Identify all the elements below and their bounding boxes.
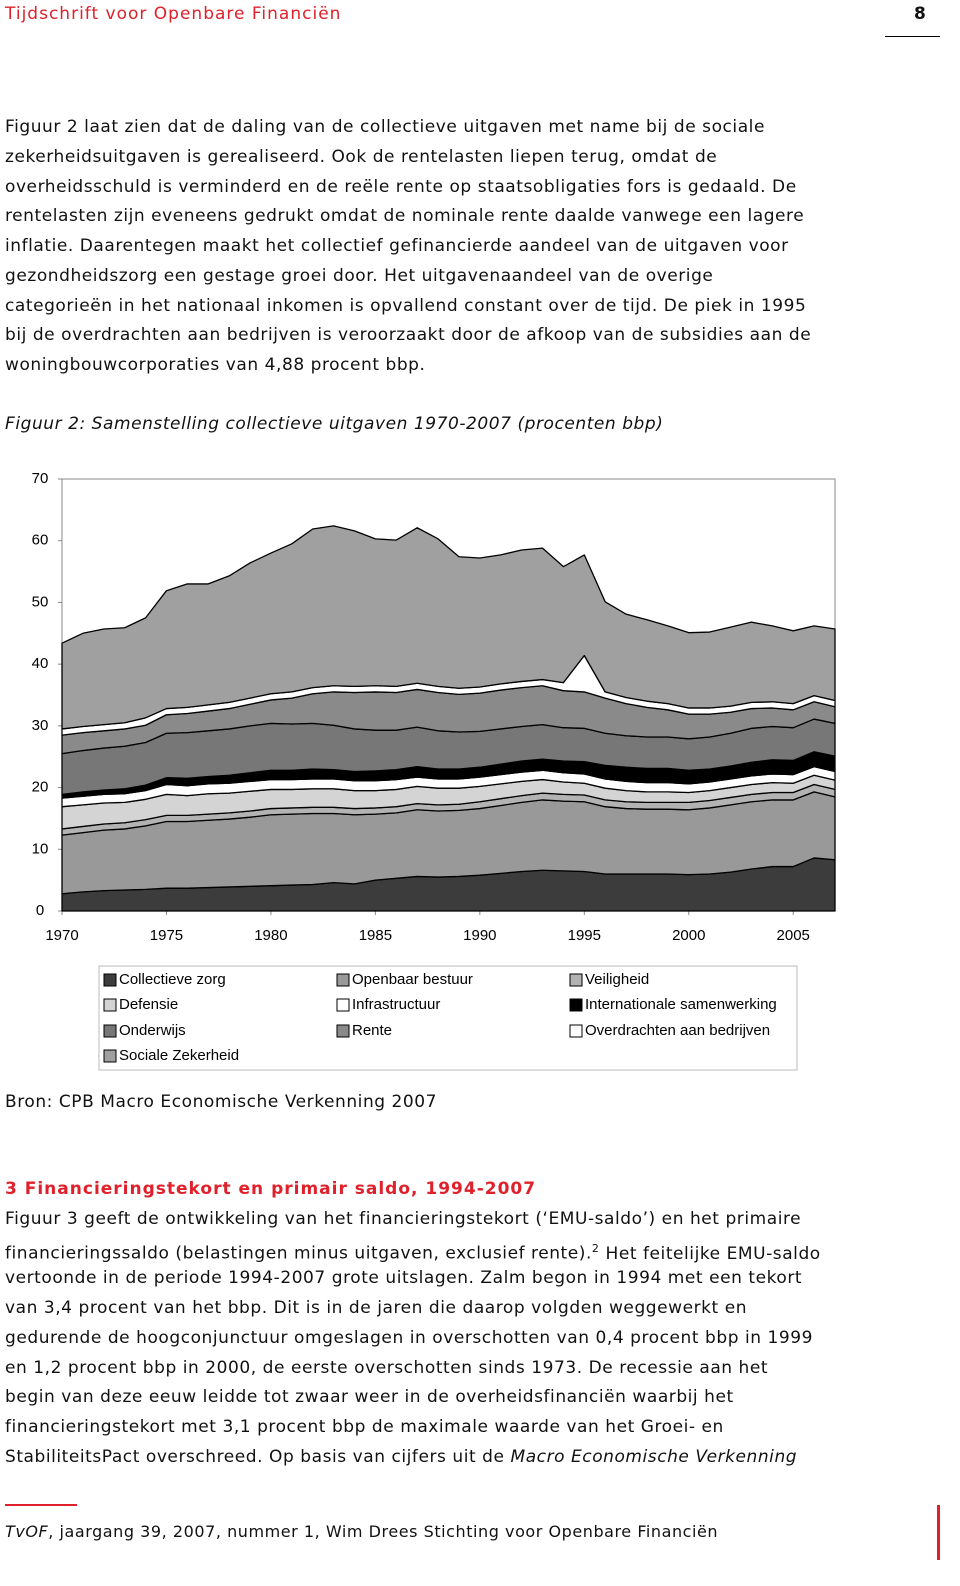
y-tick-label: 30 xyxy=(32,717,49,734)
legend-label: Overdrachten aan bedrijven xyxy=(585,1022,770,1039)
x-tick-label: 1995 xyxy=(568,927,601,944)
y-tick-label: 20 xyxy=(32,779,49,796)
text-line: Figuur 3 geeft de ontwikkeling van het f… xyxy=(5,1209,802,1229)
y-tick-label: 60 xyxy=(32,532,49,549)
x-tick-label: 1970 xyxy=(45,927,78,944)
y-tick-label: 50 xyxy=(32,593,49,610)
x-tick-label: 2005 xyxy=(777,927,810,944)
text-line: vertoonde in de periode 1994-2007 grote … xyxy=(5,1268,803,1288)
x-tick-label: 2000 xyxy=(672,927,705,944)
figure-source: Bron: CPB Macro Economische Verkenning 2… xyxy=(5,1092,438,1112)
text-line: inflatie. Daarentegen maakt het collecti… xyxy=(5,236,789,256)
text: Macro Economische Verkenning xyxy=(510,1447,798,1467)
footer-bar xyxy=(937,1505,940,1560)
text: financieringssaldo (belastingen minus ui… xyxy=(5,1243,592,1264)
legend-swatch xyxy=(103,973,117,987)
text-line: gedurende de hoogconjunctuur omgeslagen … xyxy=(5,1328,814,1348)
x-tick-label: 1980 xyxy=(254,927,287,944)
text-line: Figuur 2 laat zien dat de daling van de … xyxy=(5,117,765,137)
legend-swatch xyxy=(569,1024,583,1038)
text-line: overheidsschuld is verminderd en de reël… xyxy=(5,177,797,197)
y-tick-label: 0 xyxy=(36,902,44,919)
y-tick-label: 10 xyxy=(32,840,49,857)
figure-caption: Figuur 2: Samenstelling collectieve uitg… xyxy=(5,414,664,434)
text-line: van 3,4 procent van het bbp. Dit is in d… xyxy=(5,1298,748,1318)
legend-label: Veiligheid xyxy=(585,971,649,988)
legend-swatch xyxy=(569,973,583,987)
header-rule xyxy=(885,36,940,37)
chart: 0 10 20 30 40 50 60 70 1970 1975 1980 1985 1990 1995 2… xyxy=(32,470,836,1071)
legend-box xyxy=(98,965,798,1071)
text-line: rentelasten zijn eveneens gedrukt omdat … xyxy=(5,206,805,226)
text-line: StabiliteitsPact overschreed. Op basis v… xyxy=(5,1445,797,1469)
text-line: categorieën in het nationaal inkomen is … xyxy=(5,296,807,316)
legend-swatch xyxy=(336,1024,350,1038)
legend-swatch xyxy=(103,998,117,1012)
legend-label: Infrastructuur xyxy=(352,996,440,1013)
legend-label: Internationale samenwerking xyxy=(585,996,777,1013)
footer: TvOF, jaargang 39, 2007, nummer 1, Wim D… xyxy=(5,1520,718,1544)
legend-label: Onderwijs xyxy=(119,1022,186,1039)
area xyxy=(61,525,836,730)
text-line: woningbouwcorporaties van 4,88 procent b… xyxy=(5,355,426,375)
x-tick-label: 1975 xyxy=(150,927,183,944)
legend-swatch xyxy=(336,998,350,1012)
text: StabiliteitsPact overschreed. Op basis v… xyxy=(5,1447,505,1467)
text-line: gezondheidszorg een gestage groei door. … xyxy=(5,266,714,286)
text-line: zekerheidsuitgaven is gerealiseerd. Ook … xyxy=(5,147,718,167)
footnote-ref: 2 xyxy=(591,1242,600,1255)
legend-label: Openbaar bestuur xyxy=(352,971,473,988)
legend-label: Rente xyxy=(352,1022,392,1039)
legend-swatch xyxy=(103,1049,117,1063)
header-title: Tijdschrift voor Openbare Financiën xyxy=(5,4,342,24)
x-tick-label: 1990 xyxy=(463,927,496,944)
text: TvOF xyxy=(5,1522,49,1541)
x-tick-label: 1985 xyxy=(359,927,392,944)
text: Het feitelijke EMU-saldo xyxy=(605,1243,821,1264)
section-heading: 3 Financieringstekort en primair saldo, … xyxy=(5,1179,537,1199)
legend-swatch xyxy=(569,998,583,1012)
legend-swatch xyxy=(103,1024,117,1038)
text-line: financieringstekort met 3,1 procent bbp … xyxy=(5,1417,724,1437)
y-tick-label: 70 xyxy=(32,470,49,487)
text: , jaargang 39, 2007, nummer 1, Wim Drees… xyxy=(48,1522,719,1541)
text-line: begin van deze eeuw leidde tot zwaar wee… xyxy=(5,1387,734,1407)
text-line: bij de overdrachten aan bedrijven is ver… xyxy=(5,325,812,345)
legend-swatch xyxy=(336,973,350,987)
legend-label: Defensie xyxy=(119,996,178,1013)
footer-rule xyxy=(5,1504,77,1506)
legend-label: Collectieve zorg xyxy=(119,971,226,988)
legend-label: Sociale Zekerheid xyxy=(119,1047,239,1064)
text-line: en 1,2 procent bbp in 2000, de eerste ov… xyxy=(5,1358,769,1378)
page-number: 8 xyxy=(914,4,927,24)
y-tick-label: 40 xyxy=(32,655,49,672)
text-line: financieringssaldo (belastingen minus ui… xyxy=(5,1237,821,1266)
